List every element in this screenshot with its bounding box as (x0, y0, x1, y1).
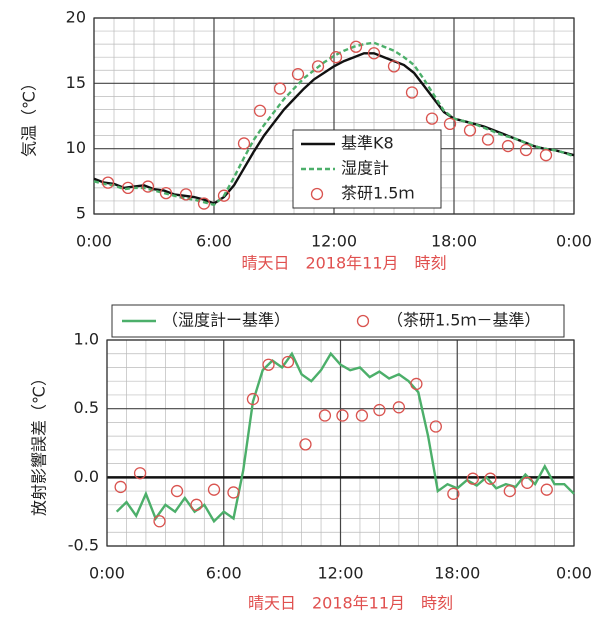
x-tick-label: 0:00 (556, 232, 592, 251)
data-point (262, 358, 275, 371)
data-point (329, 51, 343, 64)
y-tick-label: 5 (76, 204, 86, 223)
y-tick-label: 1.0 (74, 330, 99, 349)
data-point (121, 181, 135, 195)
data-point (387, 60, 401, 73)
x-tick-label: 12:00 (311, 232, 357, 251)
legend-label: 湿度計 (341, 159, 389, 178)
data-point (246, 392, 260, 406)
plot-frame (106, 339, 575, 547)
data-point (311, 60, 325, 73)
x-tick-label: 6:00 (206, 564, 242, 583)
data-point (447, 487, 460, 500)
data-point (539, 149, 553, 162)
legend-label: 基準K8 (341, 134, 394, 153)
data-point (481, 133, 495, 146)
data-point (519, 143, 533, 157)
data-point (101, 176, 115, 189)
data-point (405, 86, 419, 99)
data-point (207, 483, 221, 496)
data-point (179, 188, 193, 201)
legend-label: （湿度計ー基準） (162, 311, 290, 330)
data-point (349, 40, 363, 53)
data-point (484, 472, 497, 485)
data-point (392, 401, 406, 414)
x-tick-label: 18:00 (431, 232, 477, 251)
data-point (443, 117, 457, 130)
data-point (253, 104, 267, 117)
y-tick-label: -0.5 (68, 536, 99, 555)
legend-label: （茶研1.5ｍ－基準） (387, 311, 540, 330)
x-tick-label: 0:00 (76, 232, 112, 251)
data-point (521, 476, 534, 489)
y-axis-label: 放射影響誤差（℃） (30, 370, 49, 516)
x-tick-label: 0:00 (556, 564, 592, 583)
legend-box (111, 304, 565, 338)
data-point (503, 484, 516, 498)
data-point (159, 186, 173, 200)
data-point (367, 47, 381, 60)
data-point (425, 112, 439, 125)
y-tick-label: 0.0 (74, 467, 99, 486)
y-tick-label: 0.5 (74, 398, 99, 417)
data-point (217, 189, 231, 202)
legend-marker (310, 187, 324, 201)
data-point (463, 124, 477, 137)
y-axis-label: 気温（℃） (20, 75, 39, 157)
data-point (141, 180, 155, 193)
data-point (336, 409, 349, 422)
data-point (429, 420, 442, 433)
y-tick-label: 15 (66, 73, 86, 92)
data-point (540, 483, 553, 496)
data-point (114, 480, 127, 494)
data-point (197, 197, 211, 210)
data-point (153, 515, 166, 528)
data-point (227, 486, 240, 499)
plot-frame (93, 17, 575, 215)
legend-marker (356, 314, 370, 328)
data-point (318, 409, 332, 422)
data-point (466, 472, 479, 485)
data-point (281, 355, 295, 369)
data-line (93, 52, 575, 205)
x-tick-label: 0:00 (89, 564, 125, 583)
data-point (190, 498, 203, 511)
x-tick-label: 6:00 (196, 232, 232, 251)
data-point (273, 82, 287, 95)
data-line (93, 41, 575, 207)
legend-label: 茶研1.5ｍ (341, 184, 414, 203)
y-tick-label: 10 (66, 138, 86, 157)
data-point (170, 484, 184, 498)
y-tick-label: 20 (66, 8, 86, 27)
data-point (237, 137, 251, 150)
data-point (373, 403, 386, 417)
data-point (299, 438, 312, 451)
data-point (133, 467, 147, 480)
x-axis-label: 晴天日 2018年11月 時刻 (248, 594, 453, 613)
x-tick-label: 18:00 (434, 564, 480, 583)
data-point (501, 139, 515, 153)
x-tick-label: 12:00 (317, 564, 363, 583)
x-axis-label: 晴天日 2018年11月 時刻 (241, 254, 446, 273)
data-point (410, 377, 423, 391)
data-point (355, 409, 369, 422)
data-point (291, 68, 305, 81)
